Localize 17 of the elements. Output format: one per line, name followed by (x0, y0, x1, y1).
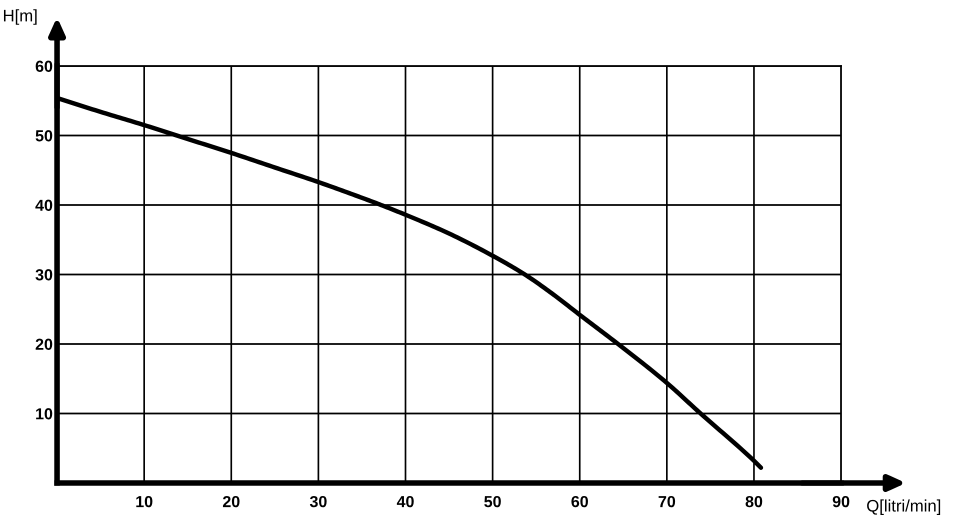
y-tick-label: 60 (36, 60, 52, 72)
y-tick-label: 40 (35, 200, 52, 211)
x-tick-label: 20 (222, 496, 240, 508)
y-tick-label: 20 (36, 338, 52, 350)
y-tick-label: 50 (36, 130, 52, 142)
x-tick-label: 60 (571, 496, 588, 508)
x-tick-label: 70 (658, 496, 676, 508)
y-tick-label: 10 (36, 408, 52, 420)
x-tick-label: 50 (484, 496, 501, 508)
x-tick-label: 80 (746, 496, 762, 508)
y-tick-label: 30 (35, 269, 52, 280)
x-tick-label: 10 (136, 496, 152, 508)
x-axis-title: Q[litri/min] (867, 499, 940, 515)
y-axis-title: H[m] (4, 9, 37, 25)
x-tick-label: 90 (832, 496, 850, 508)
x-tick-label: 40 (396, 496, 414, 508)
x-tick-label: 30 (310, 496, 327, 508)
